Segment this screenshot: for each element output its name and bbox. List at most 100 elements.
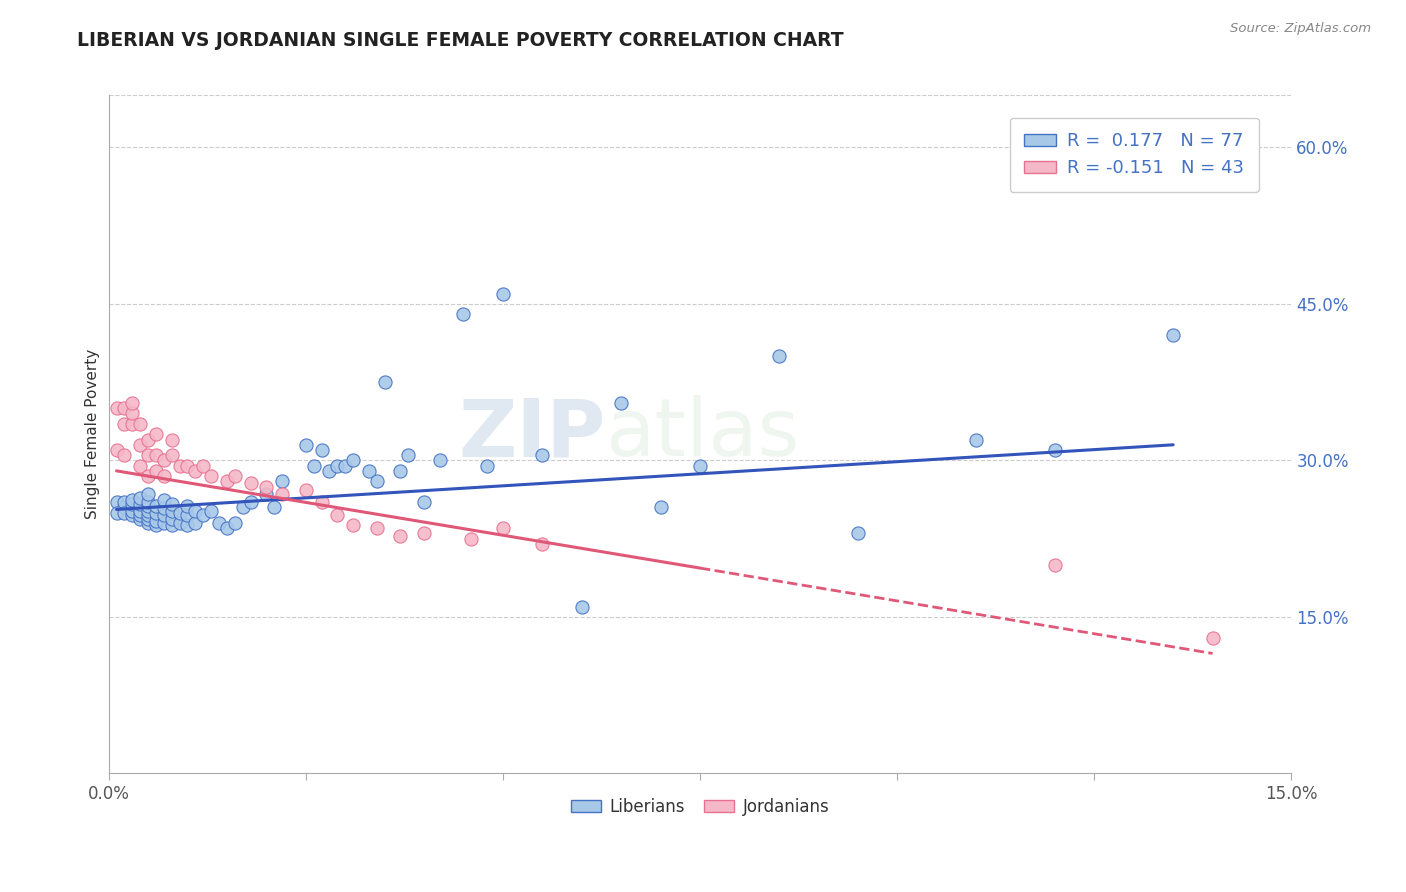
Point <box>105 495 128 509</box>
Point <box>271 487 294 501</box>
Point <box>112 495 135 509</box>
Point <box>160 503 183 517</box>
Point <box>965 433 987 447</box>
Point <box>145 514 167 528</box>
Point <box>335 458 357 473</box>
Point <box>153 508 176 522</box>
Point <box>136 495 159 509</box>
Point <box>342 518 364 533</box>
Legend: Liberians, Jordanians: Liberians, Jordanians <box>564 791 837 822</box>
Point <box>1043 442 1066 457</box>
Point <box>294 438 316 452</box>
Point <box>254 487 277 501</box>
Point <box>129 491 152 505</box>
Point <box>160 518 183 533</box>
Point <box>389 528 412 542</box>
Point <box>453 307 475 321</box>
Text: atlas: atlas <box>606 395 800 474</box>
Point <box>318 464 340 478</box>
Point <box>145 448 167 462</box>
Point <box>342 453 364 467</box>
Point <box>112 500 135 515</box>
Point <box>302 458 325 473</box>
Point <box>311 495 333 509</box>
Point <box>112 448 135 462</box>
Point <box>145 427 167 442</box>
Point <box>1201 631 1223 645</box>
Point <box>492 286 515 301</box>
Point <box>105 506 128 520</box>
Point <box>176 458 198 473</box>
Point <box>571 599 593 614</box>
Point <box>153 516 176 530</box>
Point <box>121 493 143 508</box>
Point <box>294 483 316 497</box>
Point <box>239 476 262 491</box>
Point <box>121 497 143 511</box>
Text: LIBERIAN VS JORDANIAN SINGLE FEMALE POVERTY CORRELATION CHART: LIBERIAN VS JORDANIAN SINGLE FEMALE POVE… <box>77 31 844 50</box>
Point <box>366 475 388 489</box>
Point <box>689 458 711 473</box>
Point <box>169 516 191 530</box>
Point <box>239 495 262 509</box>
Point <box>105 442 128 457</box>
Point <box>366 521 388 535</box>
Point <box>531 537 554 551</box>
Point <box>1161 328 1184 343</box>
Point <box>193 458 215 473</box>
Point <box>160 448 183 462</box>
Point <box>169 458 191 473</box>
Point <box>145 518 167 533</box>
Point <box>846 526 869 541</box>
Point <box>475 458 498 473</box>
Point <box>184 516 207 530</box>
Point <box>357 464 380 478</box>
Point <box>232 500 254 515</box>
Point <box>153 453 176 467</box>
Point <box>145 500 167 514</box>
Point <box>200 503 222 517</box>
Point <box>160 512 183 526</box>
Point <box>121 508 143 522</box>
Point <box>326 508 349 522</box>
Point <box>129 497 152 511</box>
Point <box>460 532 482 546</box>
Point <box>610 396 633 410</box>
Point <box>153 501 176 516</box>
Y-axis label: Single Female Poverty: Single Female Poverty <box>86 350 100 519</box>
Text: ZIP: ZIP <box>458 395 606 474</box>
Point <box>389 464 412 478</box>
Point <box>136 433 159 447</box>
Text: Source: ZipAtlas.com: Source: ZipAtlas.com <box>1230 22 1371 36</box>
Point <box>145 464 167 478</box>
Point <box>224 469 246 483</box>
Point <box>492 521 515 535</box>
Point <box>413 526 436 541</box>
Point <box>396 448 419 462</box>
Point <box>429 453 451 467</box>
Point <box>121 503 143 517</box>
Point <box>136 508 159 522</box>
Point <box>145 506 167 520</box>
Point <box>160 497 183 511</box>
Point <box>129 503 152 517</box>
Point <box>224 516 246 530</box>
Point <box>215 521 238 535</box>
Point <box>326 458 349 473</box>
Point <box>374 375 396 389</box>
Point <box>121 396 143 410</box>
Point <box>129 508 152 522</box>
Point <box>176 518 198 533</box>
Point <box>193 508 215 522</box>
Point <box>112 506 135 520</box>
Point <box>311 442 333 457</box>
Point <box>136 469 159 483</box>
Point <box>208 516 231 530</box>
Point <box>153 493 176 508</box>
Point <box>263 500 285 515</box>
Point <box>129 417 152 431</box>
Point <box>112 401 135 416</box>
Point <box>184 464 207 478</box>
Point <box>215 475 238 489</box>
Point <box>136 500 159 514</box>
